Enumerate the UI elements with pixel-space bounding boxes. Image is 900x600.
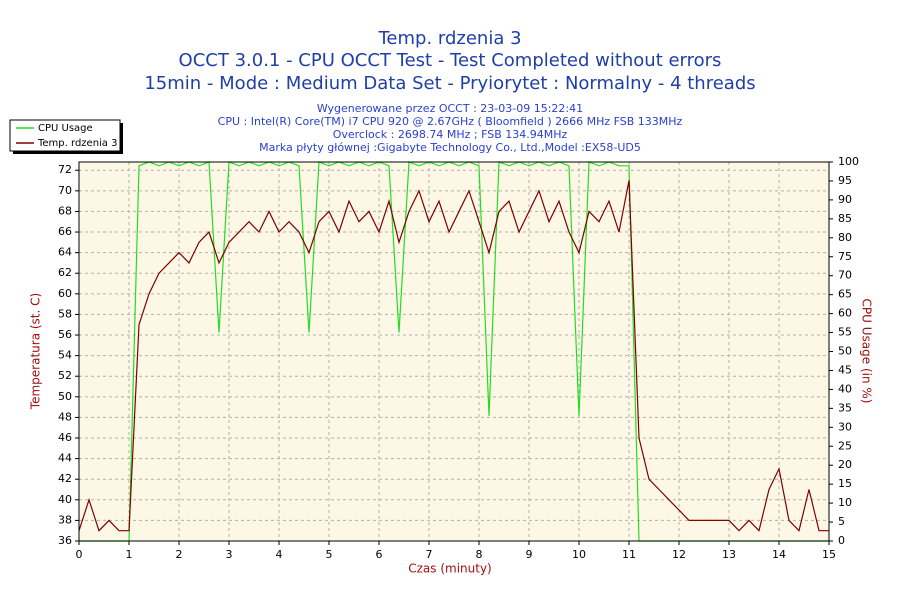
y2-tick-label: 20	[838, 458, 852, 471]
y2-tick-label: 70	[838, 269, 852, 282]
annotation: Marka płyty głównej :Gigabyte Technology…	[259, 141, 641, 154]
chart-subtitle: 15min - Mode : Medium Data Set - Pryiory…	[144, 73, 755, 94]
x-tick-label: 9	[526, 548, 533, 561]
annotation: Wygenerowane przez OCCT : 23-03-09 15:22…	[317, 102, 583, 115]
annotation: CPU : Intel(R) Core(TM) i7 CPU 920 @ 2.6…	[218, 115, 683, 128]
legend-label: CPU Usage	[38, 123, 93, 134]
legend	[9, 119, 121, 152]
y2-tick-label: 30	[838, 420, 852, 433]
x-tick-label: 0	[76, 548, 83, 561]
x-tick-label: 5	[326, 548, 333, 561]
y2-tick-label: 85	[838, 212, 852, 225]
series-line	[78, 180, 829, 532]
y-tick-label: 58	[58, 307, 72, 320]
y-tick-label: 46	[58, 431, 72, 444]
y2-tick-label: 100	[838, 155, 859, 168]
y-tick-label: 38	[58, 513, 72, 526]
y-tick-label: 50	[58, 390, 72, 403]
annotation: Overclock : 2698.74 MHz ; FSB 134.94MHz	[333, 128, 568, 141]
y2-tick-label: 35	[838, 401, 852, 414]
y-tick-label: 72	[58, 163, 72, 176]
y-tick-label: 64	[58, 246, 72, 259]
plot-frame	[78, 161, 830, 542]
x-tick-label: 2	[176, 548, 183, 561]
y-tick-label: 60	[58, 287, 72, 300]
x-tick-label: 8	[476, 548, 483, 561]
x-tick-label: 15	[822, 548, 836, 561]
y2-tick-label: 45	[838, 363, 852, 376]
y2-tick-label: 50	[838, 345, 852, 358]
chart-subtitle: OCCT 3.0.1 - CPU OCCT Test - Test Comple…	[179, 50, 722, 71]
x-tick-label: 11	[622, 548, 636, 561]
x-axis-label: Czas (minuty)	[408, 562, 492, 576]
y-axis-label: Temperatura (st. C)	[29, 293, 43, 410]
y2-tick-label: 95	[838, 174, 852, 187]
y-tick-label: 36	[58, 534, 72, 547]
y2-tick-label: 5	[838, 515, 845, 528]
y2-tick-label: 10	[838, 496, 852, 509]
y2-tick-label: 55	[838, 326, 852, 339]
x-tick-label: 3	[226, 548, 233, 561]
y2-tick-label: 90	[838, 193, 852, 206]
y-tick-label: 68	[58, 204, 72, 217]
y2-tick-label: 40	[838, 382, 852, 395]
legend-label: Temp. rdzenia 3	[37, 138, 117, 149]
y-tick-label: 66	[58, 225, 72, 238]
y2-tick-label: 25	[838, 439, 852, 452]
y2-tick-label: 15	[838, 477, 852, 490]
x-tick-label: 12	[672, 548, 686, 561]
plot-area	[79, 162, 829, 541]
y2-axis-label: CPU Usage (in %)	[860, 299, 874, 404]
x-tick-label: 1	[126, 548, 133, 561]
y-tick-label: 42	[58, 472, 72, 485]
y-tick-label: 44	[58, 452, 72, 465]
chart-title: Temp. rdzenia 3	[377, 28, 521, 49]
y2-tick-label: 75	[838, 250, 852, 263]
y-tick-label: 40	[58, 493, 72, 506]
y-tick-label: 48	[58, 410, 72, 423]
x-tick-label: 6	[376, 548, 383, 561]
y2-tick-label: 0	[838, 534, 845, 547]
x-tick-label: 14	[772, 548, 786, 561]
y-tick-label: 54	[58, 349, 72, 362]
x-tick-label: 10	[572, 548, 586, 561]
y-tick-label: 56	[58, 328, 72, 341]
x-tick-label: 7	[426, 548, 433, 561]
y2-tick-label: 80	[838, 231, 852, 244]
y2-tick-label: 65	[838, 288, 852, 301]
y2-tick-label: 60	[838, 307, 852, 320]
x-tick-label: 13	[722, 548, 736, 561]
y-tick-label: 52	[58, 369, 72, 382]
y-tick-label: 70	[58, 184, 72, 197]
x-tick-label: 4	[276, 548, 283, 561]
y-tick-label: 62	[58, 266, 72, 279]
